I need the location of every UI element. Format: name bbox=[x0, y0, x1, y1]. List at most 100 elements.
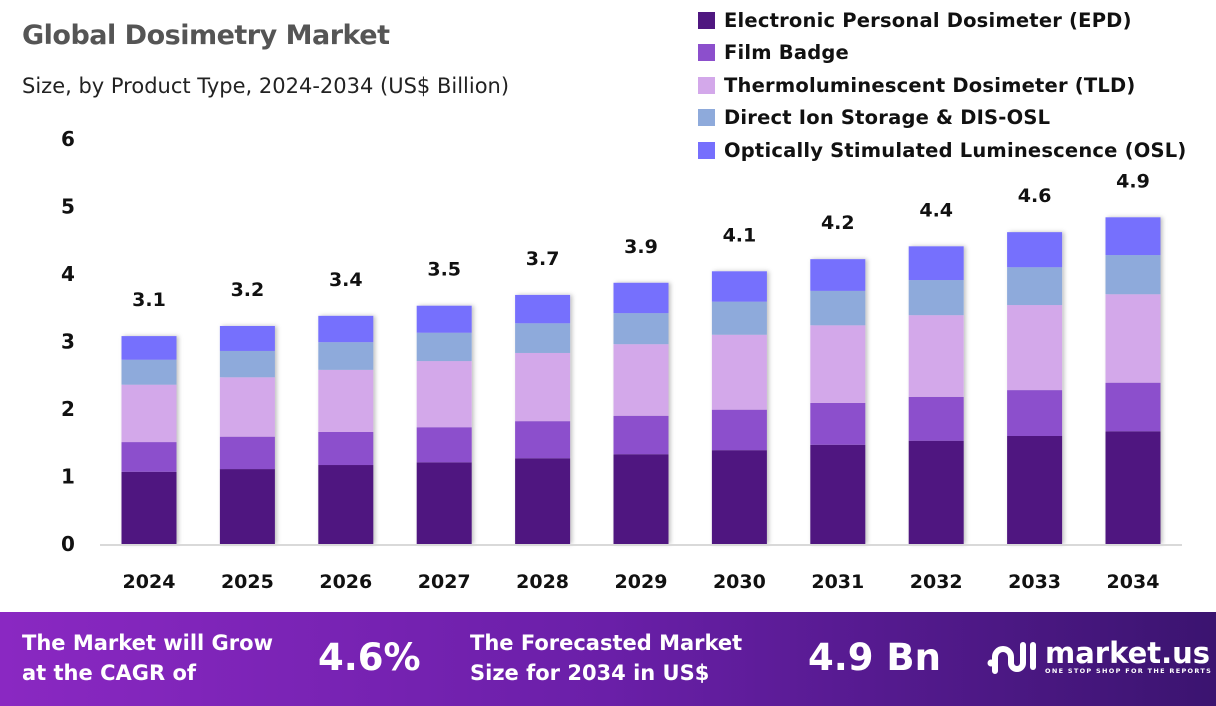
bar-segment bbox=[515, 458, 571, 544]
legend-item-osl: Optically Stimulated Luminescence (OSL) bbox=[698, 134, 1186, 167]
legend-label: Film Badge bbox=[724, 41, 849, 65]
legend-swatch bbox=[698, 109, 715, 127]
total-data-label: 3.7 bbox=[526, 248, 560, 270]
bar-segment bbox=[219, 350, 275, 378]
bar-segment bbox=[318, 431, 374, 466]
footer-banner: The Market will Grow at the CAGR of 4.6%… bbox=[0, 612, 1216, 706]
x-tick-label: 2031 bbox=[811, 571, 864, 593]
bar-segment bbox=[121, 336, 177, 360]
x-tick-label: 2033 bbox=[1008, 571, 1061, 593]
y-tick-label: 0 bbox=[61, 532, 75, 556]
brand-name: market.us bbox=[1045, 636, 1211, 670]
y-tick-label: 1 bbox=[61, 465, 75, 489]
total-data-label: 3.1 bbox=[132, 289, 166, 311]
bar-segment bbox=[810, 444, 866, 544]
brand-tagline: ONE STOP SHOP FOR THE REPORTS bbox=[1045, 667, 1213, 675]
x-tick-label: 2024 bbox=[123, 571, 176, 593]
bar-segment bbox=[416, 361, 472, 428]
bar-segment bbox=[1007, 390, 1063, 436]
x-tick-label: 2027 bbox=[418, 571, 471, 593]
bar-segment bbox=[908, 440, 964, 544]
bar-segment bbox=[613, 282, 669, 314]
y-tick-label: 2 bbox=[61, 397, 75, 421]
bar-segment bbox=[711, 409, 767, 451]
bar-segment bbox=[318, 315, 374, 343]
bar-segment bbox=[219, 377, 275, 437]
legend-label: Optically Stimulated Luminescence (OSL) bbox=[724, 138, 1187, 162]
bar-segment bbox=[1105, 294, 1161, 383]
brand-logo: market.us ONE STOP SHOP FOR THE REPORTS bbox=[985, 637, 1212, 677]
bar-segment bbox=[711, 334, 767, 410]
bar-segment bbox=[613, 415, 669, 455]
total-data-label: 3.4 bbox=[329, 269, 363, 291]
total-data-label: 4.4 bbox=[919, 199, 953, 221]
bar-stack-2034 bbox=[1105, 217, 1161, 544]
bar-segment bbox=[1105, 382, 1161, 432]
forecast-label-line1: The Forecasted Market bbox=[470, 631, 743, 655]
bar-segment bbox=[1007, 305, 1063, 391]
bar-segment bbox=[318, 342, 374, 370]
x-tick-label: 2032 bbox=[910, 571, 963, 593]
cagr-label-line1: The Market will Grow bbox=[22, 631, 273, 655]
total-data-label: 3.5 bbox=[427, 259, 461, 281]
cagr-label-line2: at the CAGR of bbox=[22, 661, 197, 685]
bar-stack-2025 bbox=[219, 325, 275, 544]
bar-segment bbox=[613, 344, 669, 416]
bar-segment bbox=[318, 369, 374, 432]
bar-segment bbox=[711, 450, 767, 544]
bar-segment bbox=[121, 359, 177, 385]
x-tick-label: 2025 bbox=[221, 571, 274, 593]
legend-item-film-badge: Film Badge bbox=[698, 37, 1186, 70]
chart-subtitle: Size, by Product Type, 2024-2034 (US$ Bi… bbox=[22, 74, 510, 98]
legend-item-tld: Thermoluminescent Dosimeter (TLD) bbox=[698, 69, 1186, 102]
bar-segment bbox=[1007, 232, 1063, 268]
bar-segment bbox=[908, 280, 964, 316]
bar-segment bbox=[810, 325, 866, 403]
bar-segment bbox=[219, 325, 275, 351]
legend-swatch bbox=[698, 11, 715, 29]
bar-stack-2024 bbox=[121, 336, 177, 544]
y-tick-label: 3 bbox=[61, 330, 75, 354]
bar-segment bbox=[1105, 217, 1161, 256]
bar-stack-2032 bbox=[908, 246, 964, 544]
bar-stack-2030 bbox=[711, 271, 767, 544]
bar-segment bbox=[515, 323, 571, 353]
bar-segment bbox=[121, 384, 177, 443]
x-tick-label: 2034 bbox=[1107, 571, 1160, 593]
bar-segment bbox=[121, 442, 177, 472]
x-tick-label: 2030 bbox=[713, 571, 766, 593]
forecast-label-line2: Size for 2034 in US$ bbox=[470, 661, 710, 685]
bar-segment bbox=[711, 271, 767, 302]
total-data-label: 4.9 bbox=[1116, 170, 1150, 192]
bar-segment bbox=[1105, 431, 1161, 544]
bar-segment bbox=[121, 471, 177, 544]
legend-label: Electronic Personal Dosimeter (EPD) bbox=[724, 8, 1132, 32]
total-data-label: 4.1 bbox=[723, 224, 757, 246]
bar-segment bbox=[515, 421, 571, 459]
legend-label: Direct Ion Storage & DIS-OSL bbox=[724, 106, 1051, 130]
legend-item-epd: Electronic Personal Dosimeter (EPD) bbox=[698, 4, 1186, 37]
chart-title: Global Dosimetry Market bbox=[22, 20, 390, 51]
bar-stack-2031 bbox=[810, 259, 866, 544]
bar-segment bbox=[810, 402, 866, 445]
y-tick-label: 5 bbox=[61, 195, 75, 219]
forecast-value: 4.9 Bn bbox=[808, 636, 941, 679]
stacked-bar-chart: 0 1 2 3 4 5 6 2024 2025 2026 2027 2028 2029 2030 2031… bbox=[61, 127, 1182, 593]
y-tick-label: 6 bbox=[61, 127, 75, 151]
bar-segment bbox=[416, 332, 472, 362]
bar-segment bbox=[416, 427, 472, 463]
bar-stack-2027 bbox=[416, 305, 472, 544]
forecast-label: The Forecasted Market Size for 2034 in U… bbox=[470, 628, 742, 688]
bar-segment bbox=[416, 305, 472, 333]
bar-segment bbox=[908, 315, 964, 397]
legend-swatch bbox=[698, 44, 715, 62]
x-tick-label: 2026 bbox=[319, 571, 372, 593]
legend-label: Thermoluminescent Dosimeter (TLD) bbox=[724, 73, 1136, 97]
bar-segment bbox=[810, 259, 866, 291]
bar-segment bbox=[1007, 267, 1063, 306]
bar-stack-2028 bbox=[515, 294, 571, 544]
bar-segment bbox=[613, 313, 669, 345]
x-tick-label: 2028 bbox=[516, 571, 569, 593]
legend-swatch bbox=[698, 141, 715, 159]
bar-segment bbox=[908, 246, 964, 281]
